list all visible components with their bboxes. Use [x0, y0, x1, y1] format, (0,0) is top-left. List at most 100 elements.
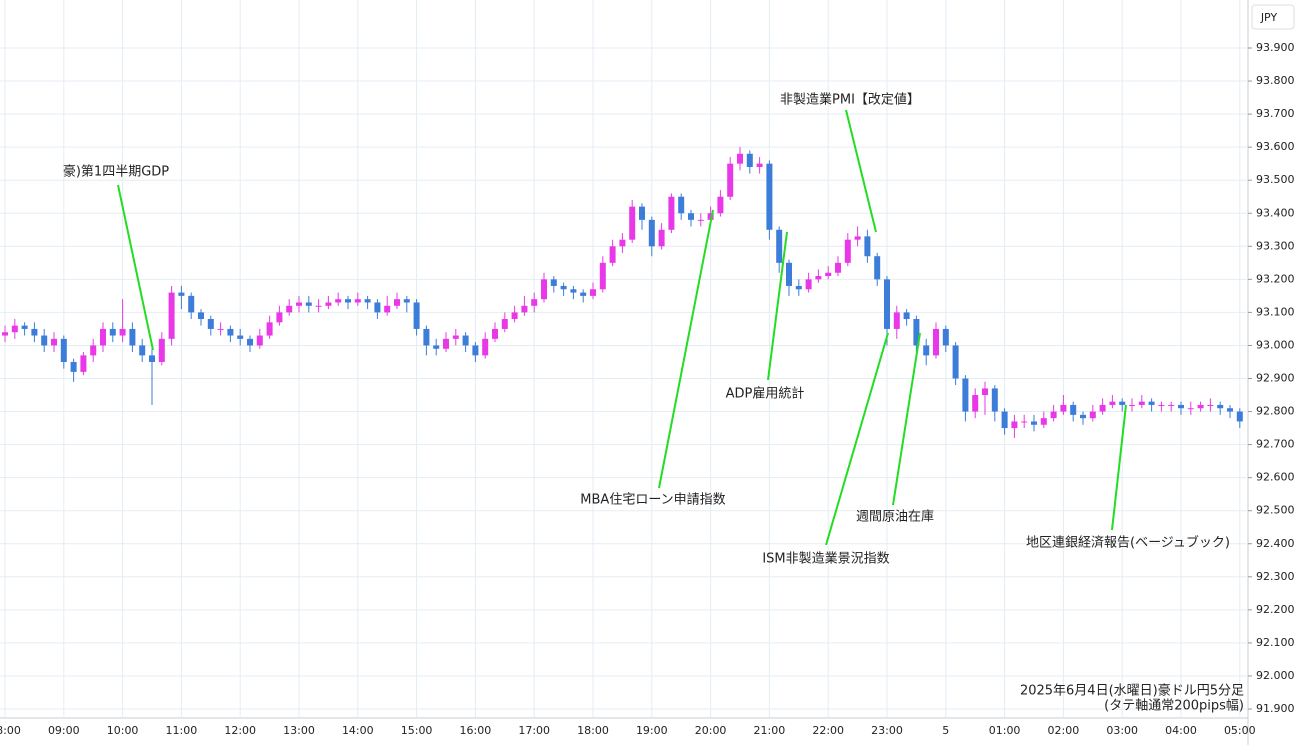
x-tick-label: 08:00 — [0, 724, 21, 737]
candle-body — [60, 338, 67, 362]
y-tick-label: 92.600 — [1256, 471, 1295, 484]
candle-body — [237, 335, 244, 339]
y-tick-label: 92.700 — [1256, 438, 1295, 451]
candle-body — [893, 312, 900, 329]
candle-body — [315, 305, 322, 307]
x-tick-label: 01:00 — [989, 724, 1021, 737]
x-tick-label: 05:00 — [1224, 724, 1256, 737]
x-tick-label: 14:00 — [342, 724, 374, 737]
annotation: ADP雇用統計 — [726, 386, 805, 402]
candle-body — [129, 328, 136, 346]
candle-body — [207, 319, 214, 329]
plot-area — [0, 0, 1248, 718]
x-tick-label: 04:00 — [1165, 724, 1197, 737]
annotation-line — [1111, 404, 1127, 531]
candle-body — [521, 305, 528, 313]
annotation: 豪)第1四半期GDP — [63, 164, 169, 180]
y-tick-label: 93.800 — [1256, 74, 1295, 87]
candle-body — [501, 319, 508, 329]
candle-body — [982, 388, 988, 396]
candle-body — [864, 236, 871, 257]
candle-body — [1197, 404, 1204, 409]
candle-body — [874, 256, 881, 280]
candle-body — [1109, 401, 1116, 405]
candle-body — [2, 332, 8, 336]
candle-body — [1050, 411, 1057, 419]
candle-body — [305, 302, 312, 306]
y-tick-label: 92.400 — [1256, 537, 1295, 550]
x-tick-label: 03:00 — [1106, 724, 1138, 737]
x-tick-label: 09:00 — [48, 724, 80, 737]
caption: (タテ軸通常200pips幅) — [1104, 699, 1244, 714]
candle-body — [599, 262, 606, 290]
candle-body — [247, 338, 253, 346]
candle-body — [942, 328, 949, 346]
candle-body — [746, 153, 753, 167]
candle-body — [933, 328, 939, 356]
candle-body — [1178, 404, 1184, 409]
candle-body — [364, 299, 371, 303]
candle-body — [991, 388, 998, 412]
candle-body — [854, 236, 861, 240]
candle-body — [639, 206, 645, 220]
x-tick-label: 23:00 — [871, 724, 903, 737]
candle-body — [531, 299, 538, 306]
annotation-line — [658, 209, 714, 489]
candle-body — [462, 335, 469, 346]
candle-body — [511, 312, 518, 320]
annotation: 週間原油在庫 — [856, 510, 934, 525]
candle-body — [884, 279, 890, 329]
currency-box — [1251, 4, 1295, 30]
x-tick-label: 02:00 — [1048, 724, 1080, 737]
candle-body — [629, 206, 636, 240]
candle-body — [550, 279, 557, 286]
candle-body — [188, 295, 195, 313]
x-tick-label: 5 — [942, 724, 949, 737]
y-tick-label: 92.000 — [1256, 669, 1295, 682]
candle-body — [384, 305, 391, 313]
candle-body — [227, 328, 234, 336]
x-tick-label: 13:00 — [283, 724, 315, 737]
candle-body — [325, 302, 332, 306]
candle-body — [972, 395, 979, 412]
candle-body — [1099, 404, 1106, 412]
annotation: 地区連銀経済報告(ベージュブック) — [1026, 535, 1230, 551]
candle-body — [590, 289, 596, 296]
annotation-line — [767, 231, 788, 381]
candle-body — [1080, 414, 1086, 419]
candle-body — [541, 279, 547, 300]
candle-body — [795, 285, 802, 290]
candle-body — [90, 345, 97, 356]
x-tick-label: 11:00 — [166, 724, 198, 737]
x-tick-label: 16:00 — [460, 724, 492, 737]
candle-body — [413, 302, 420, 329]
candle-body — [1187, 408, 1194, 410]
annotation-line — [845, 109, 877, 233]
candle-body — [815, 276, 822, 280]
candle-body — [1168, 404, 1175, 406]
y-tick-label: 93.700 — [1256, 107, 1295, 120]
candle-body — [678, 196, 685, 214]
y-tick-label: 93.100 — [1256, 305, 1295, 318]
y-tick-label: 92.900 — [1256, 372, 1295, 385]
candle-body — [119, 328, 126, 336]
x-tick-label: 17:00 — [518, 724, 550, 737]
candle-body — [1040, 418, 1047, 425]
candle-body — [1119, 401, 1126, 405]
candle-body — [560, 285, 567, 290]
candle-body — [276, 312, 283, 323]
candle-body — [423, 328, 430, 346]
candle-body — [433, 345, 440, 349]
candle-body — [1138, 401, 1145, 405]
candle-body — [335, 299, 342, 303]
candle-body — [805, 279, 812, 290]
caption: 2025年6月4日(水曜日)豪ドル円5分足 — [1020, 683, 1244, 699]
candle-body — [697, 219, 704, 221]
candle-body — [100, 328, 106, 346]
x-tick-label: 15:00 — [401, 724, 433, 737]
candle-body — [648, 219, 655, 247]
candle-body — [472, 345, 479, 356]
candle-body — [756, 163, 763, 167]
y-tick-label: 92.100 — [1256, 636, 1295, 649]
candle-body — [296, 302, 302, 306]
